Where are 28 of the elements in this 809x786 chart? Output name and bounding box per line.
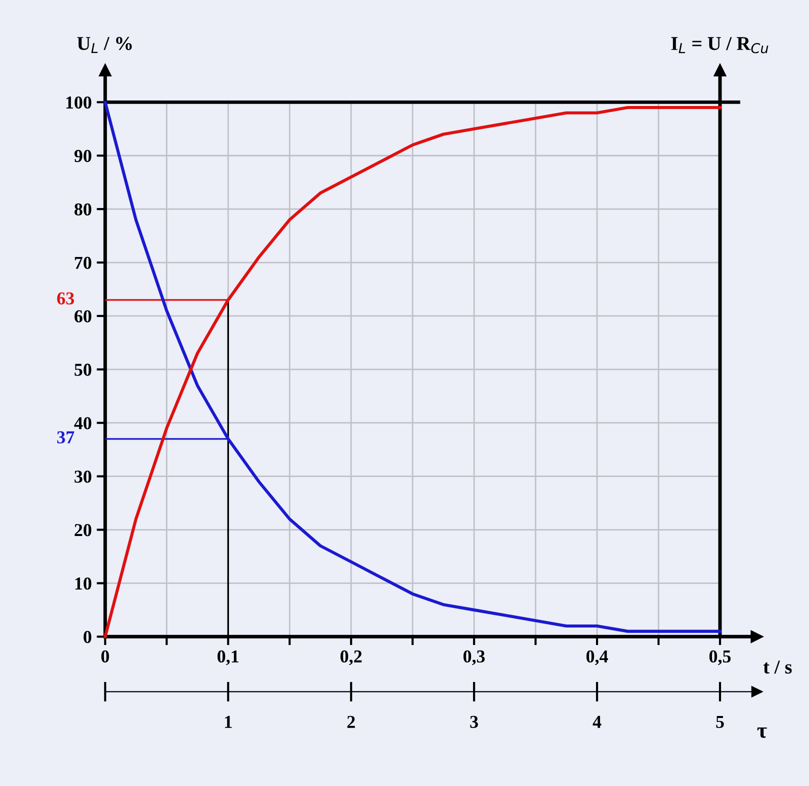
x-tick-label: 0 [101, 650, 109, 663]
y-tick-label: 70 [74, 256, 92, 269]
y-tick-label: 60 [74, 310, 92, 322]
x-tick-label: 0,4 [586, 650, 608, 666]
y-tick-label: 90 [74, 150, 92, 162]
x-tick-label: 0,1 [218, 650, 238, 666]
y-tick-label: 100 [66, 96, 92, 109]
x2-tick-label: 4 [592, 716, 602, 728]
ref-line-label: 63 [57, 292, 74, 304]
x-tick-label: 0,5 [709, 650, 731, 666]
x2-tick-label: 3 [470, 716, 478, 728]
y2-axis-title: I$_{L}$ = U / R$_{Cu}$ [671, 37, 768, 54]
x2-tick-label: 1 [225, 716, 232, 728]
ref-line-label: 37 [57, 431, 74, 444]
y-tick-label: 80 [74, 203, 92, 216]
x-tick-label: 0,2 [340, 650, 362, 666]
x2-axis-title: τ [757, 727, 767, 738]
x2-tick-label: 5 [716, 716, 724, 728]
y-axis-title: U$_{L}$ / % [77, 36, 132, 54]
y-tick-label: 20 [74, 524, 92, 536]
x2-tick-label: 2 [347, 716, 355, 728]
x-tick-label: 0,3 [463, 650, 485, 666]
x-axis-title: t / s [763, 660, 792, 674]
y-tick-label: 40 [74, 417, 92, 430]
y-tick-label: 0 [84, 630, 92, 644]
y-tick-label: 50 [74, 364, 92, 376]
y-tick-label: 30 [74, 470, 92, 483]
y-tick-label: 10 [75, 577, 92, 590]
